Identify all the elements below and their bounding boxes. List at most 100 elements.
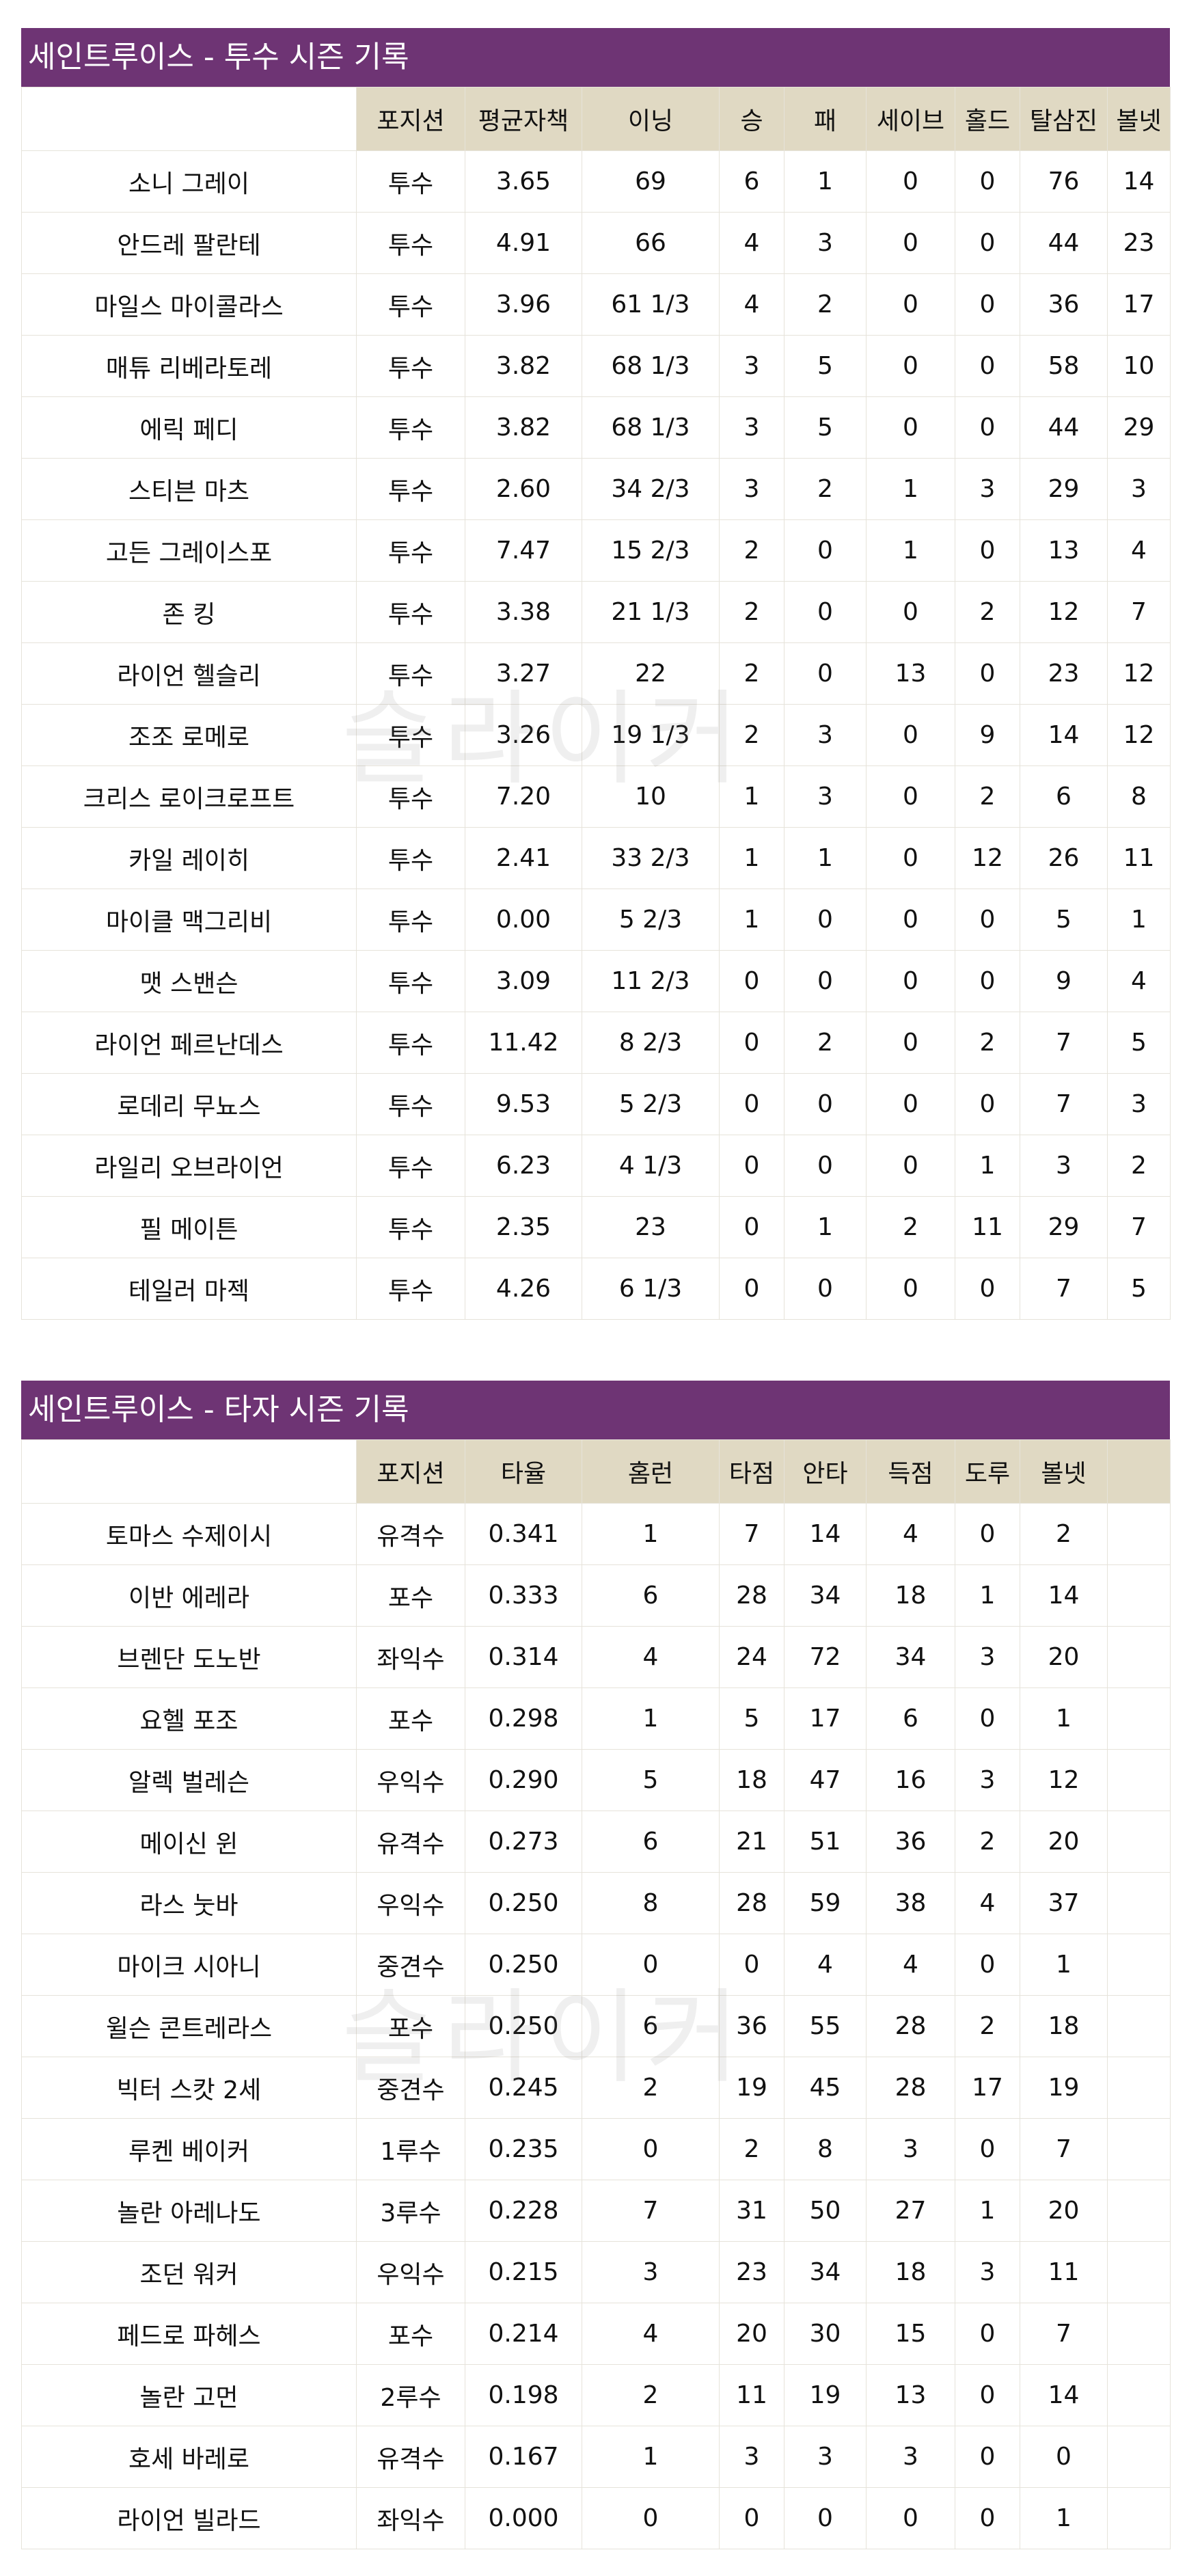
stat-cell: 4.91: [465, 212, 582, 274]
stat-cell: 투수: [356, 335, 465, 397]
stat-cell: 0: [784, 1258, 867, 1320]
column-header: 타점: [719, 1439, 784, 1504]
table-row: 필 메이튼 투수 2.35 23 0 1 2 11 29 7: [21, 1196, 1171, 1258]
column-header: 볼넷: [1020, 1439, 1108, 1504]
column-header: 홀드: [955, 87, 1020, 151]
stat-cell: [1107, 1626, 1171, 1688]
stat-cell: [1107, 1811, 1171, 1873]
stat-cell: 7.47: [465, 519, 582, 582]
stat-cell: 1: [866, 458, 955, 520]
stat-cell: 1: [1107, 889, 1171, 951]
stat-cell: 4: [1107, 519, 1171, 582]
stat-cell: 2: [719, 704, 784, 766]
stat-cell: 33 2/3: [582, 827, 720, 889]
column-header: 타율: [465, 1439, 582, 1504]
table-row: 소니 그레이 투수 3.65 69 6 1 0 0 76 14: [21, 150, 1171, 213]
stat-cell: 3.82: [465, 396, 582, 459]
stat-cell: 36: [719, 1995, 784, 2057]
player-name-cell: 놀란 고먼: [21, 2364, 357, 2426]
stat-cell: 17: [955, 2057, 1020, 2119]
column-header: 승: [719, 87, 784, 151]
stat-cell: 69: [582, 150, 720, 213]
stat-cell: 22: [582, 642, 720, 705]
stat-cell: 0.214: [465, 2303, 582, 2365]
player-name-cell: 놀란 아레나도: [21, 2180, 357, 2242]
stat-cell: 0: [1020, 2426, 1108, 2488]
stat-cell: 투수: [356, 642, 465, 705]
stat-cell: 1: [1020, 2487, 1108, 2549]
stat-cell: 1: [719, 889, 784, 951]
stat-cell: 0: [866, 889, 955, 951]
stat-cell: 0: [866, 150, 955, 213]
stat-cell: 14: [1020, 2364, 1108, 2426]
stat-cell: 유격수: [356, 1503, 465, 1565]
table-row: 요헬 포조 포수 0.298 1 5 17 6 0 1: [21, 1687, 1171, 1750]
table-row: 에릭 페디 투수 3.82 68 1/3 3 5 0 0 44 29: [21, 396, 1171, 459]
stat-cell: 0: [866, 1012, 955, 1074]
stat-cell: 우익수: [356, 1749, 465, 1811]
stat-cell: 1: [784, 150, 867, 213]
player-name-cell: 라이언 헬슬리: [21, 642, 357, 705]
stat-cell: 28: [866, 2057, 955, 2119]
stat-cell: 7: [1020, 1012, 1108, 1074]
stat-cell: 3: [955, 2241, 1020, 2303]
stat-cell: 4: [719, 212, 784, 274]
player-name-cell: 이반 에레라: [21, 1564, 357, 1627]
stat-cell: 26: [1020, 827, 1108, 889]
player-name-cell: 브렌단 도노반: [21, 1626, 357, 1688]
stat-cell: 포수: [356, 1687, 465, 1750]
stat-cell: [1107, 2364, 1171, 2426]
stat-cell: 3: [582, 2241, 720, 2303]
header-row: 포지션 평균자책 이닝 승 패 세이브 홀드 탈삼진 볼넷: [21, 87, 1171, 151]
stat-cell: 7: [1020, 2118, 1108, 2180]
stat-cell: 0.245: [465, 2057, 582, 2119]
stat-cell: 20: [719, 2303, 784, 2365]
stat-cell: 0: [719, 1135, 784, 1197]
stat-cell: 34: [866, 1626, 955, 1688]
stat-cell: 0: [866, 1258, 955, 1320]
stat-cell: 0: [866, 704, 955, 766]
stat-cell: 0: [866, 581, 955, 643]
table-row: 카일 레이히 투수 2.41 33 2/3 1 1 0 12 26 11: [21, 827, 1171, 889]
stat-cell: 3.38: [465, 581, 582, 643]
stat-cell: 우익수: [356, 2241, 465, 2303]
table-row: 로데리 무뇨스 투수 9.53 5 2/3 0 0 0 0 7 3: [21, 1073, 1171, 1135]
stat-cell: 투수: [356, 212, 465, 274]
stat-cell: 투수: [356, 273, 465, 336]
stat-cell: 15: [866, 2303, 955, 2365]
table-row: 메이신 윈 유격수 0.273 6 21 51 36 2 20: [21, 1811, 1171, 1873]
stat-cell: 투수: [356, 889, 465, 951]
stat-cell: 2.41: [465, 827, 582, 889]
stat-cell: 3루수: [356, 2180, 465, 2242]
column-header: 세이브: [866, 87, 955, 151]
stat-cell: 9: [1020, 950, 1108, 1012]
stat-cell: 5: [719, 1687, 784, 1750]
stat-cell: 23: [1107, 212, 1171, 274]
stat-cell: 0: [866, 765, 955, 828]
stat-cell: 4: [1107, 950, 1171, 1012]
player-name-cell: 마이클 맥그리비: [21, 889, 357, 951]
player-name-cell: 매튜 리베라토레: [21, 335, 357, 397]
stat-cell: 36: [1020, 273, 1108, 336]
stat-cell: 1: [955, 1135, 1020, 1197]
stat-cell: 0: [866, 950, 955, 1012]
stat-cell: 3.65: [465, 150, 582, 213]
stat-cell: 2루수: [356, 2364, 465, 2426]
column-header: 득점: [866, 1439, 955, 1504]
player-name-cell: 빅터 스캇 2세: [21, 2057, 357, 2119]
stat-cell: 59: [784, 1872, 867, 1934]
stat-cell: 7: [1107, 581, 1171, 643]
stat-cell: 5: [784, 396, 867, 459]
stat-cell: 중견수: [356, 2057, 465, 2119]
stat-cell: 투수: [356, 519, 465, 582]
column-header: 포지션: [356, 1439, 465, 1504]
stat-cell: 1: [719, 827, 784, 889]
stat-cell: 14: [1020, 704, 1108, 766]
stat-cell: [1107, 1995, 1171, 2057]
stat-cell: 2: [955, 1012, 1020, 1074]
table-row: 라스 눗바 우익수 0.250 8 28 59 38 4 37: [21, 1872, 1171, 1934]
stat-cell: 0.273: [465, 1811, 582, 1873]
stat-cell: 50: [784, 2180, 867, 2242]
stat-cell: 유격수: [356, 2426, 465, 2488]
table-row: 놀란 고먼 2루수 0.198 2 11 19 13 0 14: [21, 2364, 1171, 2426]
